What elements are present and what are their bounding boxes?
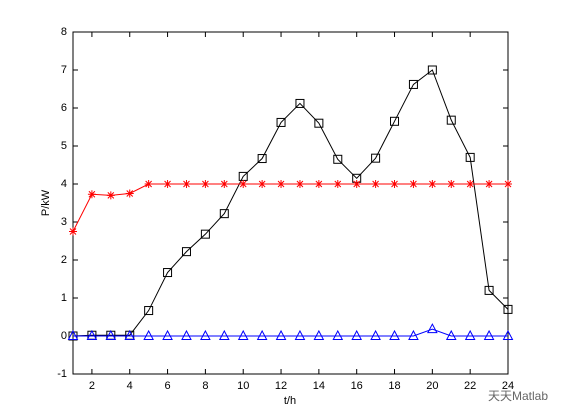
x-tick-label: 24: [502, 380, 514, 392]
marker: [181, 247, 191, 257]
marker: [256, 329, 268, 340]
y-tick-label: 6: [61, 102, 67, 114]
x-tick-label: 20: [426, 380, 438, 392]
marker: [409, 180, 418, 188]
marker: [144, 180, 153, 188]
y-tick-label: 1: [61, 292, 67, 304]
marker: [105, 329, 117, 340]
y-tick-label: 4: [61, 178, 67, 190]
x-tick-label: 18: [388, 380, 400, 392]
x-tick-label: 12: [275, 380, 287, 392]
marker: [504, 180, 512, 188]
marker: [277, 180, 286, 188]
marker: [87, 190, 96, 199]
x-tick-label: 2: [89, 380, 95, 392]
marker: [427, 323, 438, 334]
marker: [371, 180, 380, 188]
marker: [428, 180, 437, 188]
marker: [219, 209, 229, 219]
marker: [314, 118, 324, 128]
marker: [390, 116, 400, 126]
marker: [201, 180, 210, 188]
marker: [125, 189, 134, 198]
marker: [237, 329, 249, 340]
marker: [447, 180, 456, 188]
marker: [390, 180, 399, 188]
marker: [181, 329, 192, 340]
marker: [371, 153, 381, 163]
marker: [464, 329, 476, 340]
marker: [351, 329, 363, 340]
y-tick-label: 3: [61, 216, 67, 228]
y-axis-label: P/kW: [40, 189, 52, 216]
axes-box: [72, 31, 509, 375]
marker: [485, 180, 494, 188]
marker: [258, 180, 267, 188]
marker: [427, 65, 437, 75]
marker: [220, 180, 229, 188]
marker: [408, 329, 419, 340]
marker: [162, 329, 173, 340]
marker: [466, 180, 475, 188]
y-tick-label: 7: [61, 64, 67, 76]
marker: [314, 180, 323, 188]
y-tick-label: 2: [61, 254, 67, 266]
marker: [465, 152, 475, 162]
marker: [332, 329, 344, 340]
marker: [484, 285, 494, 295]
y-tick-label: -1: [57, 368, 67, 380]
marker: [313, 329, 325, 340]
marker: [295, 180, 304, 188]
marker: [144, 306, 154, 316]
y-tick-label: 5: [61, 140, 67, 152]
marker: [408, 79, 418, 89]
x-tick-label: 16: [351, 380, 363, 392]
marker: [483, 329, 495, 340]
marker: [446, 115, 456, 125]
marker: [200, 229, 210, 239]
y-tick-label: 0: [61, 330, 67, 342]
marker: [69, 227, 77, 236]
marker: [257, 154, 267, 164]
marker: [124, 329, 136, 340]
marker: [503, 304, 513, 314]
x-axis-label: t/h: [284, 395, 296, 407]
x-tick-label: 8: [202, 380, 208, 392]
x-tick-label: 4: [127, 380, 133, 392]
marker: [352, 180, 361, 188]
marker: [86, 329, 98, 340]
marker: [333, 154, 343, 164]
x-tick-label: 14: [313, 380, 325, 392]
marker: [163, 180, 172, 188]
x-tick-label: 10: [237, 380, 249, 392]
marker: [200, 329, 211, 340]
marker: [106, 191, 115, 200]
marker: [239, 180, 248, 188]
marker: [276, 117, 286, 127]
marker: [143, 329, 154, 340]
x-tick-label: 6: [165, 380, 171, 392]
marker: [182, 180, 191, 188]
y-tick-label: 8: [61, 26, 67, 38]
marker: [370, 329, 381, 340]
marker: [294, 329, 306, 340]
marker: [218, 329, 230, 340]
marker: [275, 329, 287, 340]
marker: [163, 268, 173, 278]
marker: [389, 329, 400, 340]
marker: [445, 329, 457, 340]
x-tick-label: 22: [464, 380, 476, 392]
marker: [295, 98, 305, 108]
watermark: 天天Matlab: [488, 389, 548, 403]
marker: [333, 180, 342, 188]
marker: [67, 329, 79, 340]
marker: [502, 329, 514, 340]
